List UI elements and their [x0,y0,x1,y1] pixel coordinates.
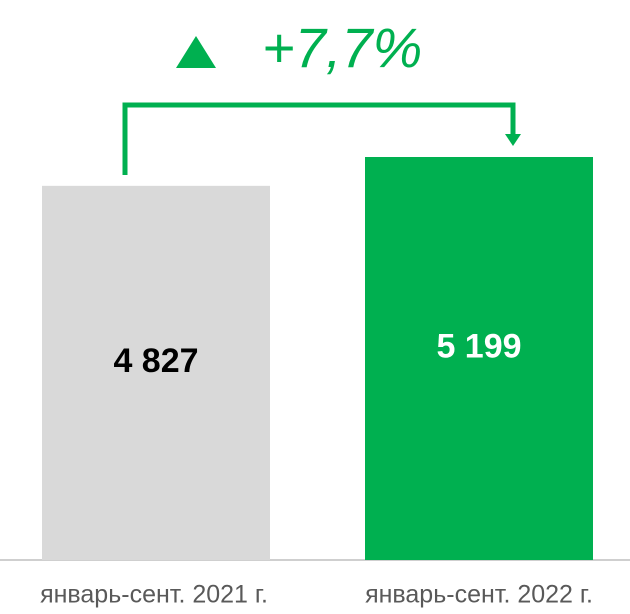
bracket-arrow [122,102,516,175]
x-tick-label: январь-сент. 2022 г. [365,581,593,609]
value-label: 5 199 [436,327,521,365]
value-label: 4 827 [113,342,198,380]
arrow-head [505,134,521,146]
up-triangle [176,36,216,68]
bar [365,157,593,560]
bar [42,185,270,560]
change-annotation: +7,7% [262,16,422,79]
x-tick-label: январь-сент. 2021 г. [40,581,268,609]
